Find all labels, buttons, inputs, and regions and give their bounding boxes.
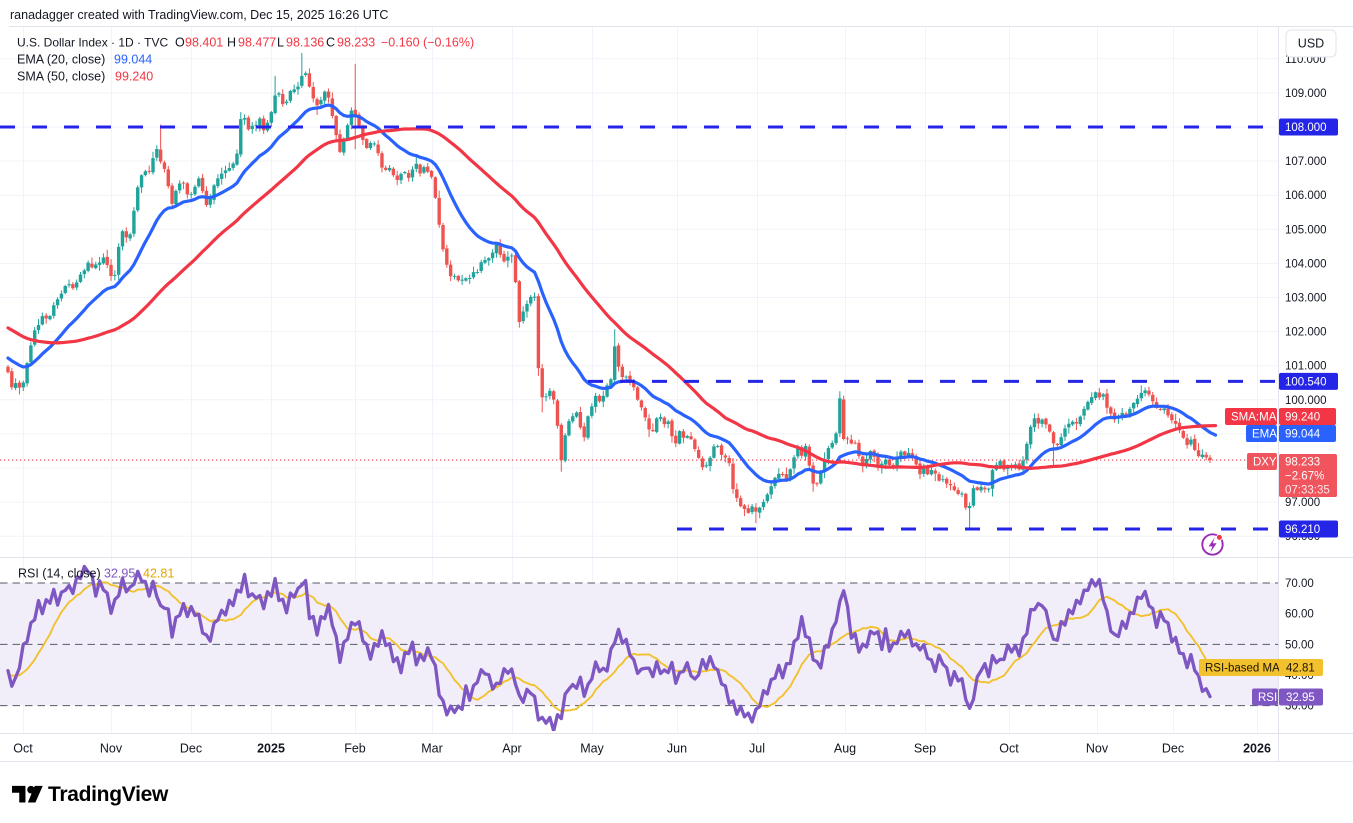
- svg-text:Jul: Jul: [749, 742, 765, 756]
- svg-text:Dec: Dec: [1162, 742, 1184, 756]
- svg-text:100.540: 100.540: [1285, 376, 1327, 388]
- svg-text:109.000: 109.000: [1285, 88, 1327, 100]
- svg-text:42.81: 42.81: [1286, 663, 1315, 675]
- svg-text:USD: USD: [1298, 37, 1324, 51]
- svg-text:Mar: Mar: [421, 742, 443, 756]
- svg-text:42.81: 42.81: [143, 567, 174, 581]
- svg-text:SMA (50, close): SMA (50, close): [17, 70, 105, 84]
- svg-text:−2.67%: −2.67%: [1285, 471, 1324, 483]
- svg-text:EMA: EMA: [1252, 429, 1277, 441]
- svg-text:98.401: 98.401: [185, 36, 223, 50]
- svg-text:102.000: 102.000: [1285, 327, 1327, 339]
- svg-text:RSI (14, close): RSI (14, close): [18, 567, 101, 581]
- svg-text:U.S. Dollar Index · 1D · TVC: U.S. Dollar Index · 1D · TVC: [17, 36, 168, 50]
- svg-text:99.240: 99.240: [115, 70, 153, 84]
- svg-text:100.000: 100.000: [1285, 395, 1327, 407]
- svg-text:07:33:35: 07:33:35: [1285, 485, 1330, 497]
- svg-text:99.240: 99.240: [1285, 412, 1320, 424]
- svg-text:C: C: [326, 36, 335, 50]
- svg-text:O: O: [175, 36, 185, 50]
- svg-text:Oct: Oct: [999, 742, 1019, 756]
- svg-text:98.233: 98.233: [337, 36, 375, 50]
- svg-text:103.000: 103.000: [1285, 293, 1327, 305]
- svg-text:Apr: Apr: [502, 742, 521, 756]
- svg-text:107.000: 107.000: [1285, 156, 1327, 168]
- svg-text:May: May: [580, 742, 604, 756]
- svg-text:97.000: 97.000: [1285, 497, 1320, 509]
- svg-text:H: H: [227, 36, 236, 50]
- svg-text:32.95: 32.95: [1286, 692, 1315, 704]
- svg-text:RSI-based MA: RSI-based MA: [1205, 663, 1280, 675]
- svg-text:99.044: 99.044: [114, 53, 152, 67]
- svg-text:DXY: DXY: [1253, 457, 1277, 469]
- svg-text:Jun: Jun: [667, 742, 687, 756]
- svg-text:Oct: Oct: [13, 742, 33, 756]
- svg-text:104.000: 104.000: [1285, 258, 1327, 270]
- svg-text:−0.160 (−0.16%): −0.160 (−0.16%): [381, 36, 474, 50]
- svg-text:2025: 2025: [257, 742, 285, 756]
- svg-text:101.000: 101.000: [1285, 361, 1327, 373]
- svg-text:L: L: [277, 36, 284, 50]
- svg-text:EMA (20, close): EMA (20, close): [17, 53, 105, 67]
- svg-text:Dec: Dec: [180, 742, 202, 756]
- svg-text:SMA:MA: SMA:MA: [1231, 412, 1277, 424]
- svg-text:98.136: 98.136: [286, 36, 324, 50]
- svg-text:105.000: 105.000: [1285, 224, 1327, 236]
- svg-text:Aug: Aug: [834, 742, 856, 756]
- svg-text:Nov: Nov: [1086, 742, 1109, 756]
- svg-text:98.477: 98.477: [238, 36, 276, 50]
- svg-text:TradingView: TradingView: [48, 783, 169, 806]
- svg-text:Nov: Nov: [100, 742, 123, 756]
- svg-text:96.210: 96.210: [1285, 524, 1320, 536]
- svg-text:Feb: Feb: [344, 742, 366, 756]
- svg-text:32.95: 32.95: [104, 567, 135, 581]
- svg-text:60.00: 60.00: [1285, 609, 1314, 621]
- svg-text:50.00: 50.00: [1285, 639, 1314, 651]
- svg-text:RSI: RSI: [1258, 692, 1277, 704]
- svg-text:Sep: Sep: [914, 742, 936, 756]
- svg-text:108.000: 108.000: [1285, 122, 1327, 134]
- svg-text:106.000: 106.000: [1285, 190, 1327, 202]
- svg-text:2026: 2026: [1243, 742, 1271, 756]
- svg-text:70.00: 70.00: [1285, 578, 1314, 590]
- svg-text:98.233: 98.233: [1285, 457, 1320, 469]
- svg-text:99.044: 99.044: [1285, 429, 1321, 441]
- svg-text:ranadagger created with Tradin: ranadagger created with TradingView.com,…: [10, 8, 388, 22]
